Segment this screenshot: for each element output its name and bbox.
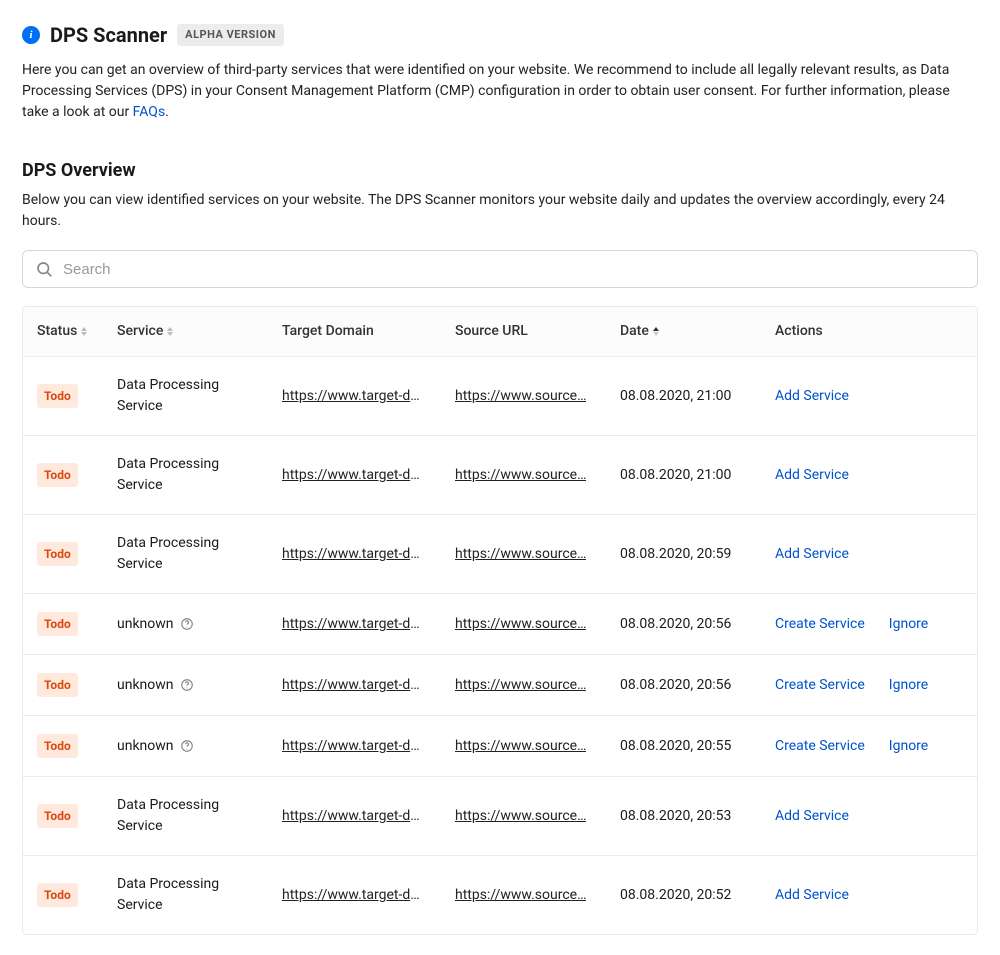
source-url-link[interactable]: https://www.source… bbox=[455, 806, 586, 827]
info-icon: i bbox=[22, 26, 40, 44]
target-domain-link[interactable]: https://www.target-do… bbox=[282, 614, 427, 635]
service-name: Data Processing Service bbox=[117, 874, 254, 916]
col-date-label: Date bbox=[620, 321, 649, 342]
target-domain-link[interactable]: https://www.target-do… bbox=[282, 885, 427, 906]
date-cell: 08.08.2020, 20:53 bbox=[606, 777, 761, 856]
source-url-link[interactable]: https://www.source… bbox=[455, 675, 586, 696]
create-service-button[interactable]: Create Service bbox=[775, 675, 865, 696]
intro-suffix: . bbox=[165, 104, 169, 120]
col-service-header[interactable]: Service bbox=[103, 307, 268, 357]
status-badge: Todo bbox=[37, 463, 78, 487]
target-domain-link[interactable]: https://www.target-do… bbox=[282, 465, 427, 486]
sort-icon bbox=[167, 327, 173, 336]
date-cell: 08.08.2020, 21:00 bbox=[606, 436, 761, 515]
table-row: Todo Data Processing Service https://www.t… bbox=[23, 515, 977, 594]
table-row: Todo unknown https://www.target-do… https:/… bbox=[23, 655, 977, 716]
service-name: Data Processing Service bbox=[117, 795, 254, 837]
date-cell: 08.08.2020, 20:59 bbox=[606, 515, 761, 594]
target-domain-link[interactable]: https://www.target-do… bbox=[282, 544, 427, 565]
source-url-link[interactable]: https://www.source… bbox=[455, 386, 586, 407]
col-service-label: Service bbox=[117, 321, 163, 342]
search-box[interactable] bbox=[22, 250, 978, 288]
add-service-button[interactable]: Add Service bbox=[775, 544, 849, 565]
ignore-button[interactable]: Ignore bbox=[889, 675, 928, 696]
table-row: Todo Data Processing Service https://www.t… bbox=[23, 856, 977, 935]
overview-description: Below you can view identified services o… bbox=[22, 190, 978, 232]
target-domain-link[interactable]: https://www.target-do… bbox=[282, 675, 427, 696]
status-badge: Todo bbox=[37, 673, 78, 697]
create-service-button[interactable]: Create Service bbox=[775, 736, 865, 757]
date-cell: 08.08.2020, 20:56 bbox=[606, 594, 761, 655]
col-source-label: Source URL bbox=[455, 323, 528, 339]
col-target-header: Target Domain bbox=[268, 307, 441, 357]
status-badge: Todo bbox=[37, 612, 78, 636]
create-service-button[interactable]: Create Service bbox=[775, 614, 865, 635]
table-row: Todo Data Processing Service https://www.t… bbox=[23, 777, 977, 856]
table-row: Todo unknown https://www.target-do… https:/… bbox=[23, 716, 977, 777]
add-service-button[interactable]: Add Service bbox=[775, 885, 849, 906]
col-target-label: Target Domain bbox=[282, 323, 374, 339]
sort-icon bbox=[81, 327, 87, 336]
ignore-button[interactable]: Ignore bbox=[889, 736, 928, 757]
source-url-link[interactable]: https://www.source… bbox=[455, 614, 586, 635]
intro-text: Here you can get an overview of third-pa… bbox=[22, 60, 978, 123]
table-row: Todo Data Processing Service https://www.t… bbox=[23, 436, 977, 515]
source-url-link[interactable]: https://www.source… bbox=[455, 465, 586, 486]
status-badge: Todo bbox=[37, 542, 78, 566]
source-url-link[interactable]: https://www.source… bbox=[455, 885, 586, 906]
col-source-header: Source URL bbox=[441, 307, 606, 357]
status-badge: Todo bbox=[37, 734, 78, 758]
overview-title: DPS Overview bbox=[22, 157, 978, 184]
date-cell: 08.08.2020, 21:00 bbox=[606, 357, 761, 436]
date-cell: 08.08.2020, 20:55 bbox=[606, 716, 761, 777]
search-input[interactable] bbox=[63, 261, 965, 278]
target-domain-link[interactable]: https://www.target-do… bbox=[282, 806, 427, 827]
table-row: Todo unknown https://www.target-do… https:/… bbox=[23, 594, 977, 655]
service-name: Data Processing Service bbox=[117, 375, 254, 417]
service-name: unknown bbox=[117, 736, 174, 757]
service-name: unknown bbox=[117, 675, 174, 696]
col-status-label: Status bbox=[37, 321, 77, 342]
alpha-badge: ALPHA VERSION bbox=[177, 24, 284, 47]
status-badge: Todo bbox=[37, 384, 78, 408]
col-status-header[interactable]: Status bbox=[23, 307, 103, 357]
sort-asc-icon bbox=[653, 327, 659, 336]
service-name: Data Processing Service bbox=[117, 454, 254, 496]
source-url-link[interactable]: https://www.source… bbox=[455, 736, 586, 757]
status-badge: Todo bbox=[37, 804, 78, 828]
help-icon bbox=[180, 739, 194, 753]
add-service-button[interactable]: Add Service bbox=[775, 465, 849, 486]
table-row: Todo Data Processing Service https://www.t… bbox=[23, 357, 977, 436]
status-badge: Todo bbox=[37, 883, 78, 907]
col-actions-label: Actions bbox=[775, 323, 823, 339]
help-icon bbox=[180, 617, 194, 631]
service-name: Data Processing Service bbox=[117, 533, 254, 575]
target-domain-link[interactable]: https://www.target-do… bbox=[282, 386, 427, 407]
faqs-link[interactable]: FAQs bbox=[133, 104, 166, 120]
add-service-button[interactable]: Add Service bbox=[775, 386, 849, 407]
date-cell: 08.08.2020, 20:56 bbox=[606, 655, 761, 716]
help-icon bbox=[180, 678, 194, 692]
service-name: unknown bbox=[117, 614, 174, 635]
ignore-button[interactable]: Ignore bbox=[889, 614, 928, 635]
search-icon bbox=[35, 260, 53, 278]
date-cell: 08.08.2020, 20:52 bbox=[606, 856, 761, 935]
source-url-link[interactable]: https://www.source… bbox=[455, 544, 586, 565]
add-service-button[interactable]: Add Service bbox=[775, 806, 849, 827]
col-date-header[interactable]: Date bbox=[606, 307, 761, 357]
col-actions-header: Actions bbox=[761, 307, 977, 357]
dps-table: Status Service Target Domain bbox=[22, 306, 978, 935]
target-domain-link[interactable]: https://www.target-do… bbox=[282, 736, 427, 757]
page-title: DPS Scanner bbox=[50, 20, 167, 50]
